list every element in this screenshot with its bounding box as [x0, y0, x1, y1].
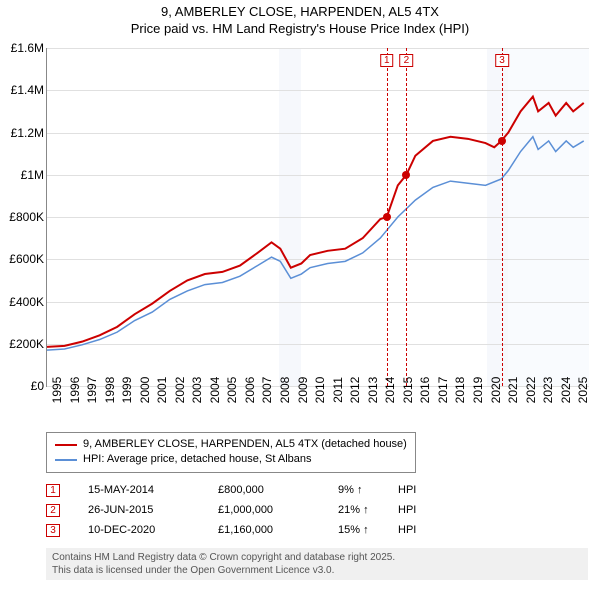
- footer-line-1: Contains HM Land Registry data © Crown c…: [52, 551, 582, 564]
- x-tick-label: 2024: [559, 377, 573, 404]
- x-tick-label: 2009: [296, 377, 310, 404]
- x-tick-label: 2007: [260, 377, 274, 404]
- y-tick-label: £0: [31, 379, 44, 393]
- x-tick-label: 2008: [278, 377, 292, 404]
- sales-hpi: HPI: [398, 504, 416, 516]
- title-line-1: 9, AMBERLEY CLOSE, HARPENDEN, AL5 4TX: [0, 4, 600, 21]
- x-tick-label: 2001: [155, 377, 169, 404]
- titles: 9, AMBERLEY CLOSE, HARPENDEN, AL5 4TX Pr…: [0, 0, 600, 38]
- x-tick-label: 2020: [489, 377, 503, 404]
- legend-row: HPI: Average price, detached house, St A…: [55, 452, 407, 467]
- y-tick-label: £200K: [9, 337, 44, 351]
- x-tick-label: 2014: [383, 377, 397, 404]
- x-tick-label: 2018: [453, 377, 467, 404]
- x-tick-label: 1995: [50, 377, 64, 404]
- x-tick-label: 2013: [366, 377, 380, 404]
- sales-price: £1,000,000: [218, 504, 338, 516]
- chart-lines-svg: [47, 48, 589, 386]
- legend-label: HPI: Average price, detached house, St A…: [83, 452, 312, 467]
- x-tick-label: 2023: [541, 377, 555, 404]
- x-tick-label: 2005: [225, 377, 239, 404]
- sales-date: 10-DEC-2020: [88, 524, 218, 536]
- legend-row: 9, AMBERLEY CLOSE, HARPENDEN, AL5 4TX (d…: [55, 437, 407, 452]
- x-tick-label: 2010: [313, 377, 327, 404]
- x-tick-label: 1998: [103, 377, 117, 404]
- sales-price: £800,000: [218, 484, 338, 496]
- chart-container: 9, AMBERLEY CLOSE, HARPENDEN, AL5 4TX Pr…: [0, 0, 600, 590]
- x-tick-label: 2011: [331, 377, 345, 403]
- sales-idx: 3: [46, 524, 60, 537]
- x-tick-label: 2003: [190, 377, 204, 404]
- x-tick-label: 2016: [418, 377, 432, 404]
- sales-pct: 9% ↑: [338, 484, 398, 496]
- x-tick-label: 2021: [506, 377, 520, 404]
- y-tick-label: £600K: [9, 252, 44, 266]
- legend-label: 9, AMBERLEY CLOSE, HARPENDEN, AL5 4TX (d…: [83, 437, 407, 452]
- sales-idx: 2: [46, 504, 60, 517]
- sales-row: 2 26-JUN-2015 £1,000,000 21% ↑ HPI: [46, 500, 416, 520]
- x-tick-label: 2022: [524, 377, 538, 404]
- x-tick-label: 1997: [85, 377, 99, 404]
- y-tick-label: £800K: [9, 210, 44, 224]
- title-line-2: Price paid vs. HM Land Registry's House …: [0, 21, 600, 38]
- x-tick-label: 1996: [68, 377, 82, 404]
- footer-line-2: This data is licensed under the Open Gov…: [52, 564, 582, 577]
- y-tick-label: £400K: [9, 295, 44, 309]
- marker-label: 2: [400, 54, 414, 67]
- x-tick-label: 2004: [208, 377, 222, 404]
- sales-hpi: HPI: [398, 524, 416, 536]
- y-tick-label: £1.4M: [11, 83, 44, 97]
- sales-idx: 1: [46, 484, 60, 497]
- sales-pct: 21% ↑: [338, 504, 398, 516]
- x-tick-label: 1999: [120, 377, 134, 404]
- sales-price: £1,160,000: [218, 524, 338, 536]
- sales-row: 1 15-MAY-2014 £800,000 9% ↑ HPI: [46, 480, 416, 500]
- y-tick-label: £1M: [21, 168, 44, 182]
- sales-table: 1 15-MAY-2014 £800,000 9% ↑ HPI 2 26-JUN…: [46, 480, 416, 540]
- x-tick-label: 2015: [401, 377, 415, 404]
- sales-date: 26-JUN-2015: [88, 504, 218, 516]
- sales-row: 3 10-DEC-2020 £1,160,000 15% ↑ HPI: [46, 520, 416, 540]
- legend-swatch: [55, 459, 77, 461]
- sales-hpi: HPI: [398, 484, 416, 496]
- x-tick-label: 2006: [243, 377, 257, 404]
- legend: 9, AMBERLEY CLOSE, HARPENDEN, AL5 4TX (d…: [46, 432, 416, 473]
- x-tick-label: 2019: [471, 377, 485, 404]
- y-tick-label: £1.6M: [11, 41, 44, 55]
- marker-label: 3: [495, 54, 509, 67]
- x-tick-label: 2000: [138, 377, 152, 404]
- legend-swatch: [55, 444, 77, 446]
- x-tick-label: 2017: [436, 377, 450, 404]
- marker-label: 1: [380, 54, 394, 67]
- y-tick-label: £1.2M: [11, 126, 44, 140]
- footer: Contains HM Land Registry data © Crown c…: [46, 548, 588, 580]
- chart-plot-area: 12 3: [46, 48, 589, 387]
- sales-date: 15-MAY-2014: [88, 484, 218, 496]
- x-tick-label: 2025: [576, 377, 590, 404]
- x-tick-label: 2002: [173, 377, 187, 404]
- sales-pct: 15% ↑: [338, 524, 398, 536]
- x-tick-label: 2012: [348, 377, 362, 404]
